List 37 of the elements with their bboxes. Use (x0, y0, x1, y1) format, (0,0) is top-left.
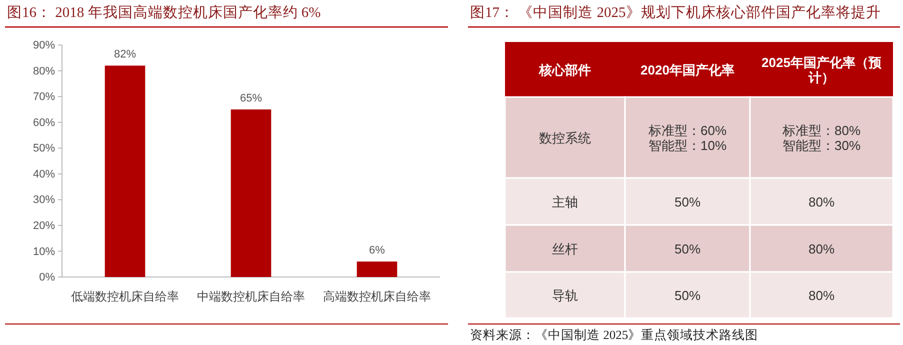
y-tick-label: 10% (32, 246, 56, 258)
chart-title: 图17： 《中国制造 2025》规划下机床核心部件国产化率将提升 (470, 4, 881, 21)
text: 50% (674, 288, 701, 303)
y-tick-label: 90% (32, 40, 56, 52)
bar (104, 66, 146, 277)
y-tick-label: 20% (32, 220, 56, 232)
x-tick-label: 高端数控机床自给率 (323, 290, 431, 304)
y-tick-label: 30% (32, 194, 56, 206)
text: 80% (808, 242, 835, 256)
y-tick-label: 主轴 (552, 194, 578, 210)
text: 50% (674, 242, 701, 256)
bar (230, 109, 272, 277)
y-tick-label: 60% (32, 116, 56, 129)
text: 标准型：80% 智能型：30% (782, 123, 861, 153)
y-tick-label: 40% (32, 168, 56, 180)
y-tick-label: 数控系统 (539, 130, 591, 146)
data-label: 6% (369, 244, 386, 257)
x-tick-label: 中端数控机床自给率 (197, 290, 305, 304)
data-label: 82% (114, 48, 136, 61)
y-tick-label: 导轨 (552, 288, 578, 303)
chart-title: 图16： 2018 年我国高端数控机床国产化率约 6% (7, 4, 321, 21)
y-tick-label: 50% (32, 142, 56, 155)
text: 50% (674, 194, 701, 210)
x-tick-label: 2020年国产化率 (640, 62, 734, 78)
x-tick-label: 低端数控机床自给率 (71, 290, 179, 304)
text: 80% (808, 194, 835, 210)
y-tick-label: 80% (32, 65, 56, 78)
text: 80% (808, 288, 835, 303)
x-tick-label: 2025年国产化率（预计） (762, 55, 882, 85)
text: 资料来源：《中国制造 2025》重点领域技术路线图 (470, 328, 758, 342)
text: 标准型：60% 智能型：10% (648, 123, 727, 153)
y-axis-title: 核心部件 (538, 62, 591, 78)
bar (356, 262, 398, 277)
data-label: 65% (240, 92, 262, 104)
y-tick-label: 0% (39, 272, 56, 284)
y-tick-label: 70% (32, 91, 56, 104)
y-tick-label: 丝杆 (552, 242, 578, 256)
